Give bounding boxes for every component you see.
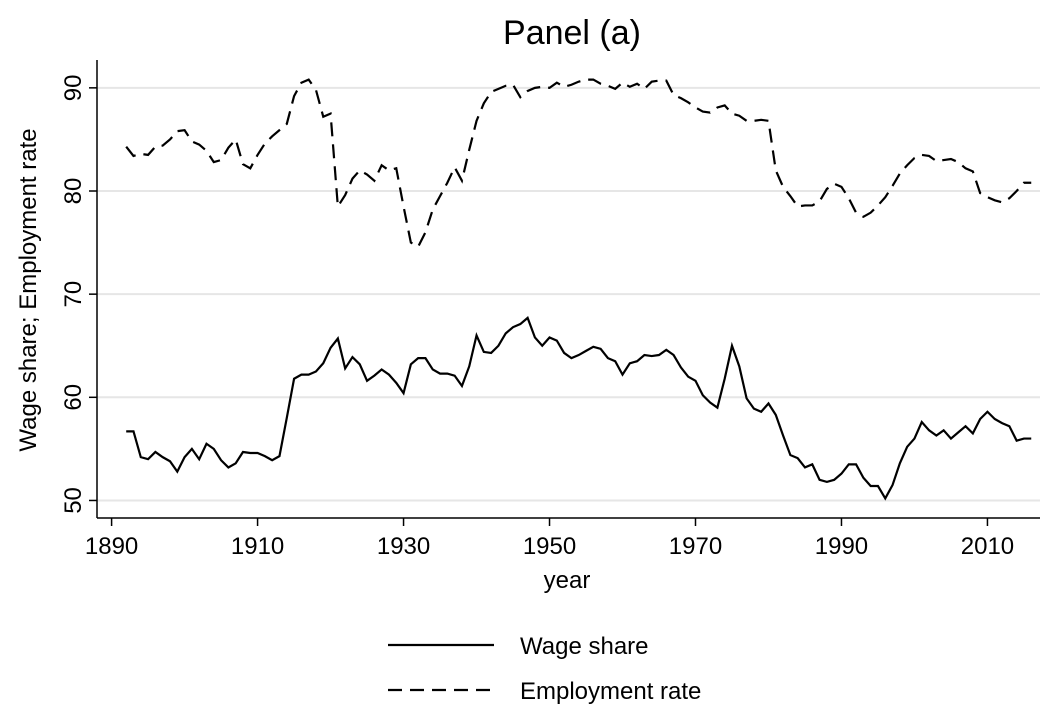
series-line bbox=[126, 316, 1032, 501]
y-tick-label: 80 bbox=[60, 178, 87, 205]
x-tick-label: 1930 bbox=[377, 533, 430, 560]
y-tick-label: 50 bbox=[60, 487, 87, 514]
chart-title: Panel (a) bbox=[503, 14, 641, 52]
y-tick-label: 60 bbox=[60, 384, 87, 411]
legend-label: Wage share bbox=[520, 633, 649, 660]
series-line bbox=[125, 78, 1032, 249]
x-tick-label: 1970 bbox=[669, 533, 722, 560]
x-tick-label: 1950 bbox=[523, 533, 576, 560]
x-tick-label: 1910 bbox=[231, 533, 284, 560]
legend-label: Employment rate bbox=[520, 678, 701, 705]
y-tick-label: 70 bbox=[60, 281, 87, 308]
y-axis-title: Wage share; Employment rate bbox=[15, 128, 42, 451]
x-tick-label: 1890 bbox=[85, 533, 138, 560]
y-tick-label: 90 bbox=[60, 74, 87, 101]
x-tick-label: 2010 bbox=[961, 533, 1014, 560]
x-tick-label: 1990 bbox=[815, 533, 868, 560]
x-axis-title: year bbox=[544, 567, 591, 594]
